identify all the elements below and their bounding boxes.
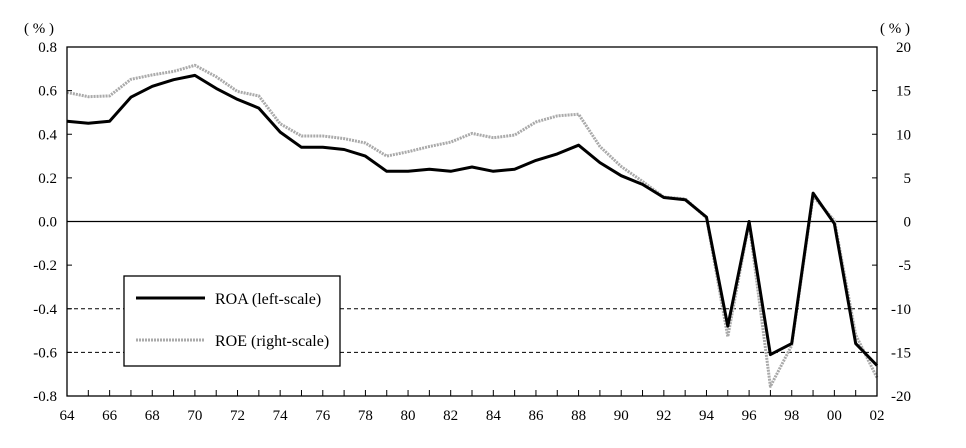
x-tick-label: 76 [315,408,331,424]
x-tick-label: 84 [486,408,502,424]
y-right-tick-label: 0 [904,215,912,231]
y-left-tick-label: -0.4 [33,302,57,318]
legend-box [123,275,341,367]
y-right-tick-label: -15 [891,345,911,361]
x-tick-label: 86 [528,408,544,424]
y-right-tick-label: 20 [896,40,911,56]
legend-label-roe: ROE (right-scale) [215,333,329,350]
x-tick-label: 64 [60,408,76,424]
x-tick-label: 88 [571,408,586,424]
x-tick-label: 72 [230,408,245,424]
x-tick-label: 96 [742,408,758,424]
x-tick-label: 90 [614,408,629,424]
y-left-tick-label: -0.6 [33,345,57,361]
x-tick-label: 66 [102,408,118,424]
x-tick-label: 82 [443,408,458,424]
right-axis-unit: ( % ) [880,21,910,37]
y-right-tick-label: 15 [896,84,911,100]
y-left-tick-label: 0.0 [38,215,57,231]
y-left-tick-label: -0.2 [33,258,57,274]
y-left-tick-label: 0.8 [38,40,57,56]
plot-frame [66,46,878,397]
x-tick-label: 94 [699,408,715,424]
y-left-tick-label: 0.2 [38,171,57,187]
x-tick-label: 80 [401,408,416,424]
legend-label-roa: ROA (left-scale) [215,291,321,308]
x-tick-label: 70 [187,408,202,424]
y-right-tick-label: 5 [904,171,912,187]
y-left-tick-label: -0.8 [33,389,57,405]
y-right-tick-label: -5 [899,258,912,274]
left-axis-unit: ( % ) [24,21,54,37]
y-right-tick-label: -10 [891,302,911,318]
x-tick-label: 92 [656,408,671,424]
series-layer [66,63,879,388]
y-left-tick-label: 0.4 [38,127,57,143]
x-tick-label: 68 [145,408,160,424]
ticks-layer: 0.8 0.6 0.4 0.2 0.0 -0.2 -0.4 -0.6 -0.8 20 15 10 5 0 -… [33,40,911,424]
x-tick-label: 00 [827,408,842,424]
x-tick-label: 98 [784,408,799,424]
roa-series-line [66,73,879,367]
x-tick-label: 74 [273,408,289,424]
x-tick-label: 78 [358,408,373,424]
x-tick-label: 02 [870,408,885,424]
legend: ROA (left-scale) ROE (right-scale) [123,275,341,367]
y-right-tick-label: 10 [896,127,911,143]
y-left-tick-label: 0.6 [38,84,57,100]
y-right-tick-label: -20 [891,389,911,405]
